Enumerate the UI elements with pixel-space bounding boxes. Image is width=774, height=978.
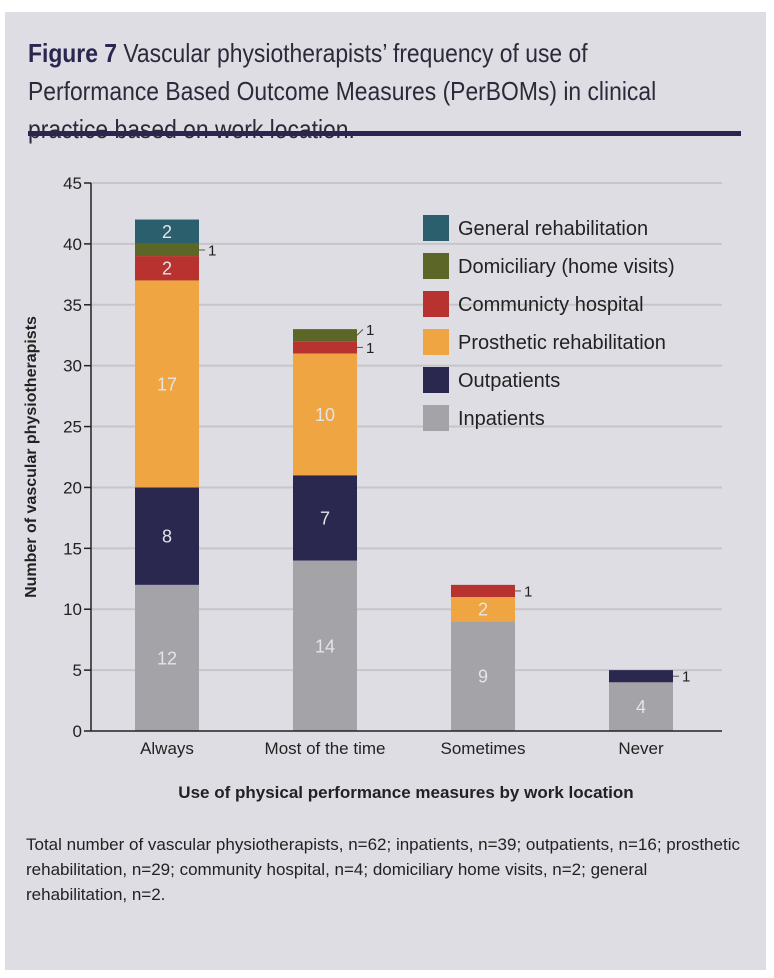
data-label: 1	[682, 669, 690, 686]
x-tick-label: Most of the time	[265, 739, 386, 758]
y-tick-label: 35	[63, 296, 82, 315]
legend-swatch	[423, 291, 449, 317]
legend-swatch	[423, 329, 449, 355]
title-divider	[28, 131, 741, 136]
bar-segment	[135, 243, 199, 257]
y-tick-label: 15	[63, 539, 82, 558]
bar-segment	[609, 682, 673, 731]
y-tick-label: 10	[63, 600, 82, 619]
y-tick-label: 20	[63, 478, 82, 497]
legend-label: Inpatients	[458, 408, 545, 430]
x-axis-label: Use of physical performance measures by …	[178, 783, 633, 802]
bar-segment	[451, 621, 515, 731]
y-axis-label: Number of vascular physiotherapists	[23, 316, 40, 598]
figure-note: Total number of vascular physiotherapist…	[26, 835, 740, 904]
bar-segment	[451, 584, 515, 598]
bar-segment	[293, 329, 357, 342]
y-tick-label: 30	[63, 357, 82, 376]
data-label: 4	[636, 697, 646, 717]
y-tick-label: 40	[63, 235, 82, 254]
x-tick-label: Sometimes	[440, 739, 525, 758]
bar-segment	[609, 670, 673, 683]
data-label: 1	[208, 242, 216, 259]
y-tick-label: 25	[63, 418, 82, 437]
legend-label: Prosthetic rehabilitation	[458, 332, 666, 354]
x-tick-label: Never	[618, 739, 664, 758]
figure-panel	[5, 12, 766, 970]
legend-swatch	[423, 215, 449, 241]
legend-label: General rehabilitation	[458, 218, 648, 240]
data-label: 14	[315, 636, 335, 656]
data-label: 10	[315, 405, 335, 425]
data-label: 12	[157, 648, 177, 668]
bar-segment	[451, 597, 515, 622]
bar-segment	[135, 219, 199, 244]
data-label: 1	[366, 340, 374, 357]
y-tick-label: 45	[63, 174, 82, 193]
legend-swatch	[423, 367, 449, 393]
legend-swatch	[423, 405, 449, 431]
bar-segment	[293, 341, 357, 354]
title-line-1: Vascular physiotherapists’ frequency of …	[117, 38, 588, 68]
y-tick-label: 0	[73, 722, 82, 741]
figure-title: Figure 7 Vascular physiotherapists’ freq…	[28, 34, 662, 148]
bar-segment	[293, 353, 357, 476]
data-label: 7	[320, 508, 330, 528]
bar-segment	[293, 560, 357, 731]
legend-label: Domiciliary (home visits)	[458, 256, 675, 278]
legend-swatch	[423, 253, 449, 279]
bar-segment	[135, 584, 199, 731]
data-label-leader	[356, 329, 364, 336]
figure-label: Figure 7	[28, 38, 118, 68]
data-label: 1	[366, 322, 374, 339]
data-label: 2	[478, 600, 488, 620]
data-label: 2	[162, 259, 172, 279]
y-tick-label: 5	[73, 661, 82, 680]
legend-label: Communicty hospital	[458, 294, 644, 316]
legend-label: Outpatients	[458, 370, 560, 392]
bar-segment	[135, 256, 199, 281]
data-label: 17	[157, 374, 177, 394]
title-line-2: Performance Based Outcome Measures (PerB…	[28, 76, 657, 106]
title-line-3: practice based on work location.	[28, 114, 355, 144]
bar-segment	[135, 280, 199, 488]
data-label: 8	[162, 527, 172, 547]
data-label: 9	[478, 667, 488, 687]
bar-segment	[135, 487, 199, 585]
bar-segment	[293, 475, 357, 561]
data-label: 2	[162, 222, 172, 242]
data-label: 1	[524, 583, 532, 600]
x-tick-label: Always	[140, 739, 194, 758]
